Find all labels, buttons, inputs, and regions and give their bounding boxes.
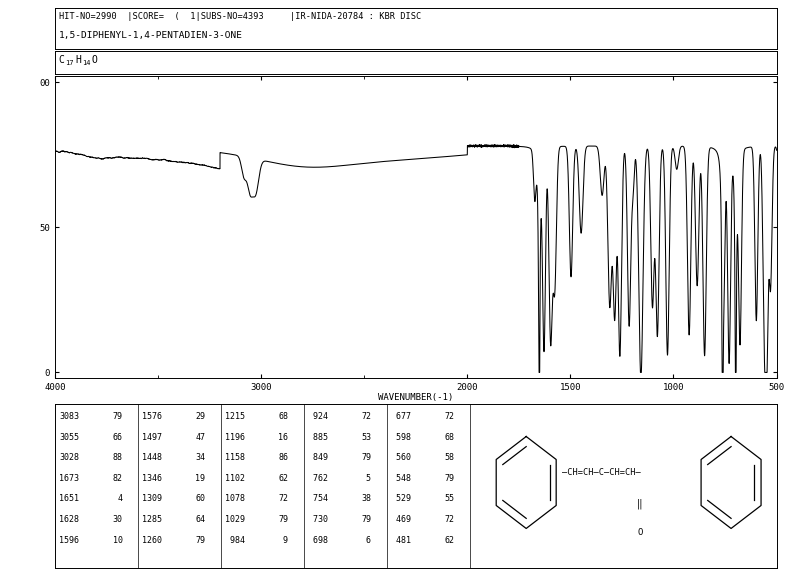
- Text: O: O: [92, 55, 98, 65]
- Text: 1346: 1346: [142, 474, 162, 483]
- Text: 3028: 3028: [60, 453, 79, 462]
- Text: 6: 6: [361, 536, 371, 545]
- Text: H: H: [75, 55, 81, 65]
- Text: 762: 762: [309, 474, 328, 483]
- Text: O: O: [637, 528, 643, 538]
- Text: 86: 86: [279, 453, 288, 462]
- Text: 79: 79: [279, 515, 288, 524]
- Text: 79: 79: [361, 515, 371, 524]
- Text: 1673: 1673: [60, 474, 79, 483]
- Text: 529: 529: [391, 494, 411, 503]
- Text: 55: 55: [444, 494, 455, 503]
- Text: 34: 34: [195, 453, 206, 462]
- Text: 1215: 1215: [225, 412, 246, 421]
- Text: 53: 53: [361, 433, 371, 442]
- Text: 1029: 1029: [225, 515, 246, 524]
- Text: 1158: 1158: [225, 453, 246, 462]
- Text: 3055: 3055: [60, 433, 79, 442]
- Text: 60: 60: [195, 494, 206, 503]
- Text: 849: 849: [309, 453, 328, 462]
- Text: 1196: 1196: [225, 433, 246, 442]
- Text: 72: 72: [444, 412, 455, 421]
- Text: 730: 730: [309, 515, 328, 524]
- Text: 3083: 3083: [60, 412, 79, 421]
- Text: 19: 19: [195, 474, 206, 483]
- Text: 10: 10: [112, 536, 122, 545]
- Text: 62: 62: [279, 474, 288, 483]
- Text: 1576: 1576: [142, 412, 162, 421]
- Text: 72: 72: [444, 515, 455, 524]
- Text: 1078: 1078: [225, 494, 246, 503]
- Text: 58: 58: [444, 453, 455, 462]
- Text: 4: 4: [112, 494, 122, 503]
- Text: 16: 16: [279, 433, 288, 442]
- Text: 469: 469: [391, 515, 411, 524]
- Text: 1628: 1628: [60, 515, 79, 524]
- Text: 885: 885: [309, 433, 328, 442]
- Text: 677: 677: [391, 412, 411, 421]
- Text: 1260: 1260: [142, 536, 162, 545]
- Text: 698: 698: [309, 536, 328, 545]
- Text: 79: 79: [195, 536, 206, 545]
- X-axis label: WAVENUMBER(-1): WAVENUMBER(-1): [378, 393, 454, 402]
- Text: 79: 79: [112, 412, 122, 421]
- Text: 79: 79: [444, 474, 455, 483]
- Text: —CH=CH—C—CH=CH—: —CH=CH—C—CH=CH—: [562, 468, 641, 477]
- Text: 560: 560: [391, 453, 411, 462]
- Text: 1448: 1448: [142, 453, 162, 462]
- Text: 79: 79: [361, 453, 371, 462]
- Text: 82: 82: [112, 474, 122, 483]
- Text: 72: 72: [361, 412, 371, 421]
- Text: HIT-NO=2990  |SCORE=  (  1|SUBS-NO=4393     |IR-NIDA-20784 : KBR DISC: HIT-NO=2990 |SCORE= ( 1|SUBS-NO=4393 |IR…: [59, 12, 421, 21]
- Text: 1651: 1651: [60, 494, 79, 503]
- Text: 1497: 1497: [142, 433, 162, 442]
- Text: 1285: 1285: [142, 515, 162, 524]
- Text: 924: 924: [309, 412, 328, 421]
- Text: 1596: 1596: [60, 536, 79, 545]
- Text: 29: 29: [195, 412, 206, 421]
- Text: 548: 548: [391, 474, 411, 483]
- Text: 68: 68: [444, 433, 455, 442]
- Text: 47: 47: [195, 433, 206, 442]
- Text: ||: ||: [637, 499, 643, 510]
- Text: 754: 754: [309, 494, 328, 503]
- Text: 72: 72: [279, 494, 288, 503]
- Text: 66: 66: [112, 433, 122, 442]
- Text: C: C: [59, 55, 64, 65]
- Text: 9: 9: [279, 536, 288, 545]
- Text: 62: 62: [444, 536, 455, 545]
- Text: 984: 984: [225, 536, 246, 545]
- Text: 68: 68: [279, 412, 288, 421]
- Text: 1102: 1102: [225, 474, 246, 483]
- Text: 5: 5: [361, 474, 371, 483]
- Text: 14: 14: [82, 60, 90, 66]
- Text: 1,5-DIPHENYL-1,4-PENTADIEN-3-ONE: 1,5-DIPHENYL-1,4-PENTADIEN-3-ONE: [59, 31, 243, 40]
- Text: 1309: 1309: [142, 494, 162, 503]
- Text: 598: 598: [391, 433, 411, 442]
- Text: 30: 30: [112, 515, 122, 524]
- Text: 88: 88: [112, 453, 122, 462]
- Text: 64: 64: [195, 515, 206, 524]
- Text: 17: 17: [65, 60, 74, 66]
- Text: 38: 38: [361, 494, 371, 503]
- Text: 481: 481: [391, 536, 411, 545]
